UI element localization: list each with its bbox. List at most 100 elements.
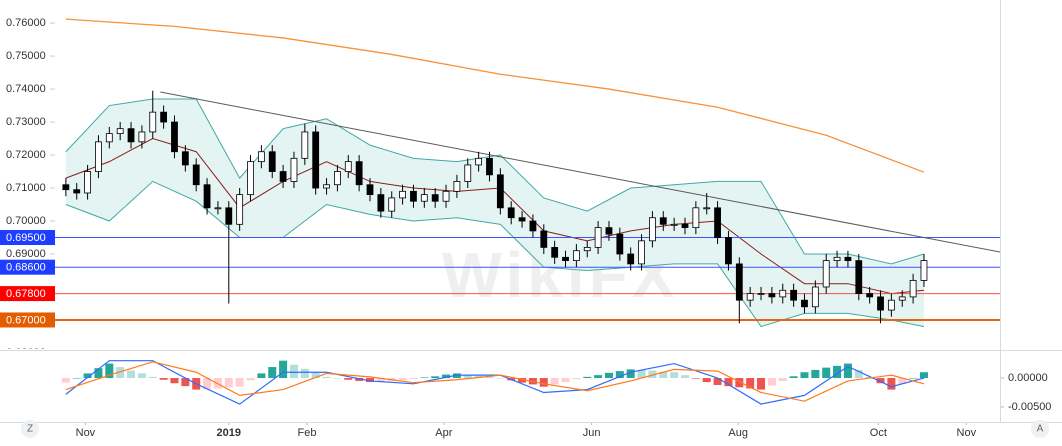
candle-body — [529, 220, 537, 232]
histogram-bar — [637, 369, 646, 379]
histogram-bar — [268, 367, 277, 379]
candle-body — [301, 131, 309, 159]
histogram-bar — [300, 368, 309, 379]
histogram-bar — [61, 378, 70, 383]
histogram-bar — [811, 369, 820, 379]
candle-body — [138, 131, 146, 143]
histogram-bar — [615, 371, 624, 379]
histogram-bar — [137, 373, 146, 379]
auto-button[interactable]: A — [1031, 420, 1049, 438]
level-label-bg — [0, 312, 55, 328]
candle-body — [855, 260, 863, 294]
histogram-bar — [72, 378, 81, 379]
candle-body — [475, 157, 483, 166]
histogram-bar — [713, 378, 722, 385]
candle-body — [627, 253, 635, 265]
histogram-bar — [746, 378, 755, 389]
x-tick-label: 2019 — [217, 427, 241, 439]
candle-body — [486, 157, 493, 176]
histogram-bar — [767, 378, 776, 386]
candle-body — [562, 256, 569, 262]
candle-body — [811, 286, 819, 308]
button-bg[interactable] — [21, 420, 39, 438]
candle-body — [105, 133, 113, 143]
x-tick-label: Apr — [435, 427, 452, 439]
moving-average — [65, 18, 925, 173]
y-tick-label: 0.74000 — [6, 83, 46, 95]
y-tick-label: 0.76000 — [6, 17, 46, 29]
candle-body — [790, 289, 798, 301]
histogram-bar — [604, 372, 613, 379]
x-tick-label: Oct — [870, 427, 887, 439]
trend-line — [160, 91, 1000, 253]
candle-body — [127, 128, 135, 143]
candle-body — [171, 121, 178, 153]
candle-body — [703, 207, 711, 210]
candle-body — [181, 151, 189, 166]
histogram-bar — [376, 378, 385, 382]
candle-body — [399, 190, 406, 199]
candle-body — [616, 233, 624, 255]
x-tick-label: Aug — [728, 427, 748, 439]
candle-body — [887, 299, 895, 311]
candle-body — [377, 194, 385, 212]
y2-tick-label: -0.00500 — [1008, 401, 1051, 413]
candle-body — [920, 260, 928, 281]
histogram-bar — [843, 363, 852, 379]
histogram-bar — [355, 378, 364, 381]
level-label: 0.67000 — [6, 314, 46, 326]
candle-body — [768, 293, 776, 298]
histogram-bar — [127, 370, 136, 379]
candle-body — [442, 190, 450, 202]
candle-body — [279, 171, 287, 182]
candle-body — [149, 111, 157, 133]
histogram-bar — [626, 369, 635, 379]
histogram-bar — [289, 364, 298, 379]
histogram-bar — [398, 378, 407, 380]
candle-body — [909, 279, 917, 298]
candle-body — [507, 207, 515, 219]
candle-body — [290, 157, 298, 182]
x-tick-label: Jun — [583, 427, 601, 439]
histogram-bar — [463, 374, 472, 379]
scale-button[interactable]: Z — [21, 420, 39, 438]
candle-body — [779, 289, 787, 298]
band-upper — [65, 98, 925, 265]
histogram-bar — [333, 378, 342, 379]
histogram-bar — [257, 373, 266, 379]
histogram-bar — [83, 373, 92, 379]
macd-axis: 0.00000 -0.00500 — [1000, 372, 1051, 413]
button-label[interactable]: A — [1037, 424, 1044, 435]
button-bg[interactable] — [1031, 420, 1049, 438]
candle-body — [247, 161, 254, 196]
candle-body — [203, 184, 211, 209]
candle-body — [594, 227, 602, 248]
histogram-bar — [854, 369, 863, 379]
candle-body — [670, 223, 678, 226]
x-tick-label: Nov — [76, 427, 96, 439]
y-tick-label: 0.66000 — [6, 347, 46, 359]
band-lower — [65, 180, 925, 328]
candle-body — [801, 299, 808, 308]
histogram-bar — [919, 372, 928, 379]
candle-body — [84, 171, 91, 194]
level-label: 0.67800 — [6, 288, 46, 300]
candle-body — [334, 171, 341, 186]
candle-body — [366, 184, 374, 196]
histogram-bar — [550, 378, 559, 385]
candle-body — [160, 111, 168, 123]
candle-body — [659, 217, 667, 225]
histogram-bar — [659, 371, 668, 379]
histogram-bar — [181, 378, 190, 387]
candle-body — [898, 296, 906, 301]
histogram-bar — [235, 378, 244, 387]
candle-body — [714, 207, 721, 238]
histogram-bar — [159, 378, 168, 380]
candle-body — [464, 164, 472, 182]
button-label[interactable]: Z — [27, 424, 33, 435]
candle-body — [583, 247, 591, 252]
histogram-bar — [170, 378, 179, 384]
candle-body — [822, 260, 830, 288]
level-label: 0.68600 — [6, 262, 46, 274]
